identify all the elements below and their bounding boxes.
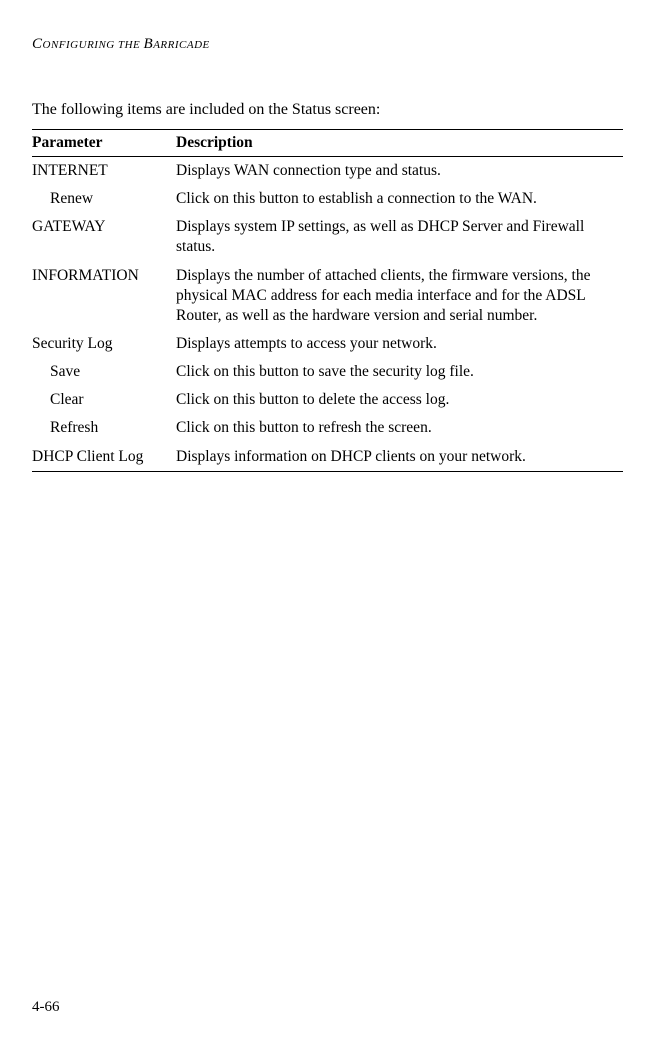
table-row: Security LogDisplays attempts to access … xyxy=(32,330,623,358)
running-header: CONFIGURING THE BARRICADE xyxy=(32,36,623,53)
param-cell: Clear xyxy=(32,386,176,414)
table-row: Clear Click on this button to delete the … xyxy=(32,386,623,414)
param-cell: GATEWAY xyxy=(32,213,176,261)
param-cell: Renew xyxy=(32,185,176,213)
param-cell: Save xyxy=(32,358,176,386)
header-b: B xyxy=(144,36,154,52)
desc-cell: Displays information on DHCP clients on … xyxy=(176,443,623,472)
desc-cell: Click on this button to save the securit… xyxy=(176,358,623,386)
table-row: Save Click on this button to save the sec… xyxy=(32,358,623,386)
param-label: Clear xyxy=(32,390,84,410)
table-row: INTERNETDisplays WAN connection type and… xyxy=(32,157,623,186)
table-row: GATEWAYDisplays system IP settings, as w… xyxy=(32,213,623,261)
col-header-parameter: Parameter xyxy=(32,130,176,157)
param-cell: INTERNET xyxy=(32,157,176,186)
table-row: INFORMATIONDisplays the number of attach… xyxy=(32,262,623,330)
desc-cell: Displays WAN connection type and status. xyxy=(176,157,623,186)
header-word2: ARRICADE xyxy=(153,39,210,51)
header-c: C xyxy=(32,36,43,52)
table-row: Refresh Click on this button to refresh t… xyxy=(32,414,623,442)
table-header-row: Parameter Description xyxy=(32,130,623,157)
param-cell: Refresh xyxy=(32,414,176,442)
param-label: Refresh xyxy=(32,418,98,438)
desc-cell: Displays the number of attached clients,… xyxy=(176,262,623,330)
col-header-description: Description xyxy=(176,130,623,157)
desc-cell: Displays attempts to access your network… xyxy=(176,330,623,358)
param-label: Renew xyxy=(32,189,93,209)
desc-cell: Displays system IP settings, as well as … xyxy=(176,213,623,261)
status-parameters-table: Parameter Description INTERNETDisplays W… xyxy=(32,129,623,472)
desc-cell: Click on this button to refresh the scre… xyxy=(176,414,623,442)
table-body: INTERNETDisplays WAN connection type and… xyxy=(32,157,623,472)
param-cell: Security Log xyxy=(32,330,176,358)
param-cell: INFORMATION xyxy=(32,262,176,330)
param-label: Save xyxy=(32,362,80,382)
page: CONFIGURING THE BARRICADE The following … xyxy=(0,0,655,1048)
desc-cell: Click on this button to establish a conn… xyxy=(176,185,623,213)
table-row: Renew Click on this button to establish … xyxy=(32,185,623,213)
header-word1: ONFIGURING xyxy=(43,39,115,51)
table-row: DHCP Client LogDisplays information on D… xyxy=(32,443,623,472)
page-number: 4-66 xyxy=(32,999,60,1016)
param-cell: DHCP Client Log xyxy=(32,443,176,472)
header-mid: THE xyxy=(115,39,144,51)
intro-text: The following items are included on the … xyxy=(32,101,623,119)
desc-cell: Click on this button to delete the acces… xyxy=(176,386,623,414)
